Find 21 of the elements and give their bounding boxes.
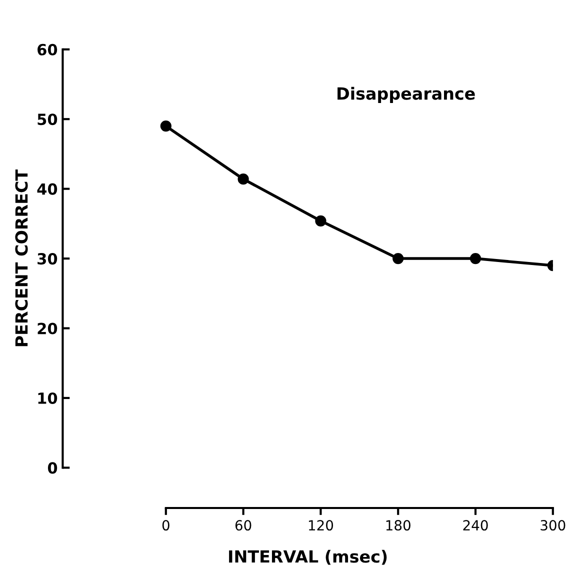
x-tick-label: 60	[235, 520, 252, 531]
annotation: Disappearance	[338, 86, 475, 104]
y-tick-label: 0	[48, 462, 58, 474]
x-tick-label: 0	[162, 520, 170, 531]
x-tick-label: 120	[308, 520, 334, 531]
y-tick-label: 60	[38, 44, 58, 56]
point	[238, 174, 249, 185]
x-tick-label: 300	[540, 520, 566, 531]
point	[392, 252, 404, 264]
point	[315, 215, 326, 226]
y-tick-label: 50	[38, 114, 58, 126]
y-tick-label: 30	[38, 253, 58, 265]
x-tick-label: 240	[463, 520, 488, 531]
point	[160, 120, 172, 132]
y-tick-label: 40	[37, 183, 58, 195]
y-tick-label: 20	[38, 322, 58, 334]
x-axis-title: INTERVAL (msec)	[229, 550, 387, 565]
y-tick-label: 10	[38, 392, 58, 404]
point	[470, 252, 482, 264]
x-tick-label: 180	[386, 520, 410, 531]
y-axis-title: PERCENT CORRECT	[15, 170, 28, 346]
